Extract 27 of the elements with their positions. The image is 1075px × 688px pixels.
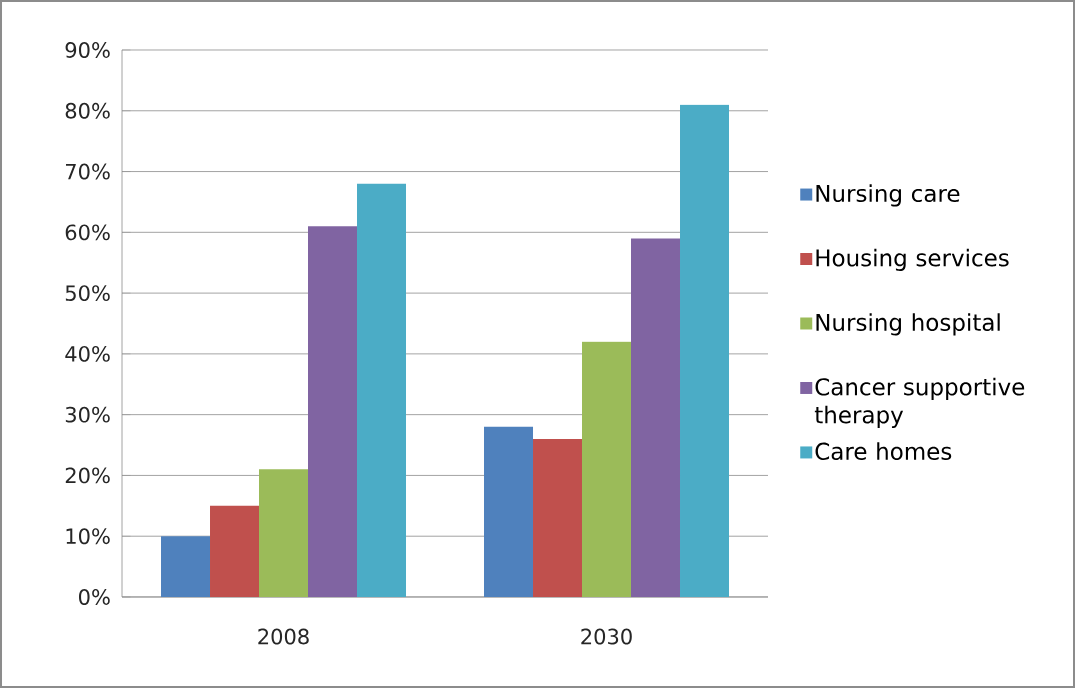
bar <box>357 183 406 597</box>
y-tick-label: 40% <box>65 345 110 362</box>
bar <box>308 226 358 597</box>
bar <box>680 104 730 597</box>
legend-label: Nursing care <box>816 184 960 207</box>
bar <box>484 426 534 597</box>
legend-label: Care homes <box>815 442 952 460</box>
bar <box>533 438 582 597</box>
bar <box>161 536 211 597</box>
x-tick-label: 2030 <box>581 628 632 645</box>
legend-label: Nursing hospital <box>816 313 1000 336</box>
y-tick-label: 20% <box>65 467 110 484</box>
y-tick-label: 30% <box>65 406 110 423</box>
bar <box>582 341 632 597</box>
bar <box>259 469 309 597</box>
legend-label: Housing services <box>816 248 1009 272</box>
y-tick-label: 90% <box>65 42 110 58</box>
y-tick-label: 50% <box>65 285 110 302</box>
y-tick-label: 0% <box>79 589 110 605</box>
y-tick-label: 10% <box>66 528 110 545</box>
y-tick-label: 80% <box>65 102 110 119</box>
legend-label: Cancer supportive therapy <box>814 377 1025 428</box>
x-tick-label: 2008 <box>258 628 309 645</box>
bar <box>631 238 681 597</box>
y-tick-label: 60% <box>65 224 110 241</box>
y-tick-label: 70% <box>65 163 110 180</box>
bar <box>210 505 259 597</box>
